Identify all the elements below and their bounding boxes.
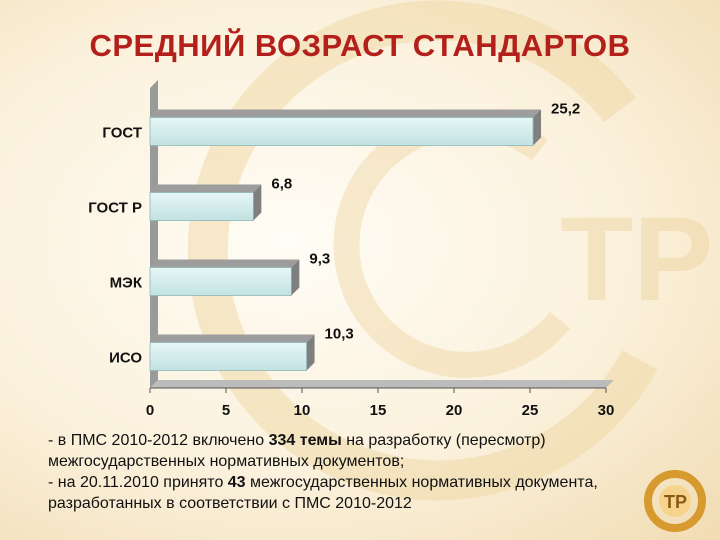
plot-frame <box>149 80 614 393</box>
note-1: - в ПМС 2010-2012 включено 334 темы на р… <box>48 430 648 472</box>
bar-3 <box>149 342 307 371</box>
x-tick-label: 0 <box>146 402 154 419</box>
bar-side <box>306 334 315 371</box>
svg-text:ТР: ТР <box>664 492 687 512</box>
bar-side <box>253 184 262 221</box>
bar-top <box>150 184 262 193</box>
bar-0 <box>149 117 534 146</box>
value-label: 9,3 <box>309 251 330 268</box>
note-2: - на 20.11.2010 принято 43 межгосударств… <box>48 472 648 514</box>
note-2-text-a: - на 20.11.2010 принято <box>48 474 228 491</box>
note-2-highlight: 43 <box>227 474 246 491</box>
plot-side-wall <box>150 80 158 388</box>
bars-group <box>149 109 542 371</box>
note-1-highlight: 334 темы <box>268 432 342 449</box>
logo-icon: ТР <box>644 470 706 532</box>
labels-group: 0 5 10 15 20 25 30 ГОСТ 25,2 ГОСТ Р 6,8 МЭК 9,3 ИСО 10… <box>88 101 614 420</box>
plot-floor <box>150 380 614 388</box>
note-1-text-a: - в ПМС 2010-2012 включено <box>48 432 269 449</box>
x-tick-label: 10 <box>294 402 311 419</box>
page-title: СРЕДНИЙ ВОЗРАСТ СТАНДАРТОВ <box>89 28 631 63</box>
x-tick-label: 20 <box>446 402 463 419</box>
bar-side <box>533 109 542 146</box>
value-label: 10,3 <box>325 326 354 343</box>
bar-side <box>291 259 300 296</box>
note-2-text-c: межгосударственных нормативных документа… <box>48 474 598 512</box>
value-label: 6,8 <box>271 176 292 193</box>
value-label: 25,2 <box>551 101 580 118</box>
bar-top <box>150 109 542 118</box>
x-tick-label: 30 <box>598 402 615 419</box>
bar-top <box>150 334 315 343</box>
x-tick-label: 25 <box>522 402 539 419</box>
category-label: ГОСТ Р <box>88 200 142 217</box>
bar-1 <box>149 192 254 221</box>
bar-top <box>150 259 300 268</box>
category-label: МЭК <box>110 275 143 292</box>
x-tick-label: 5 <box>222 402 230 419</box>
x-tick-label: 15 <box>370 402 387 419</box>
notes-block: - в ПМС 2010-2012 включено 334 темы на р… <box>48 430 648 514</box>
category-label: ИСО <box>109 350 142 367</box>
svg-text:ТР: ТР <box>560 192 713 326</box>
bar-2 <box>149 267 292 296</box>
note-1-text-c: на разработку (пересмотр) межгосударстве… <box>48 432 546 470</box>
category-label: ГОСТ <box>102 125 142 142</box>
